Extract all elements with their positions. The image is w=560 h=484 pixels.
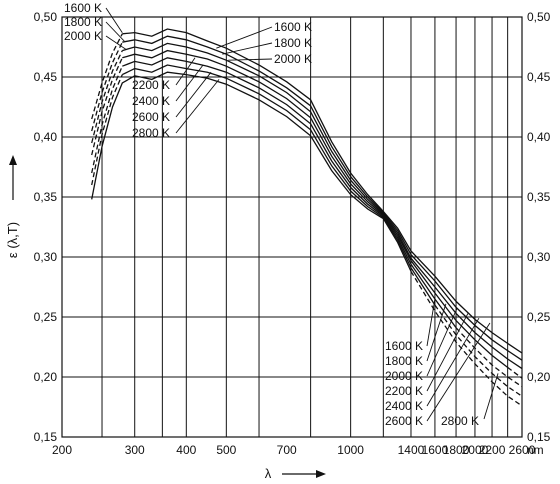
leader-line xyxy=(426,303,447,362)
y-tick-label: 0,20 xyxy=(527,370,551,384)
temperature-label: 2200 K xyxy=(385,384,423,398)
temperature-label: 2000 K xyxy=(274,52,312,66)
x-tick-label: 2200 xyxy=(479,443,506,457)
series-line xyxy=(122,64,436,306)
series-line xyxy=(122,57,457,329)
series-line-dashed xyxy=(91,41,123,132)
temperature-label: 2400 K xyxy=(385,399,423,413)
leader-line xyxy=(426,317,480,407)
y-tick-label: 0,15 xyxy=(34,430,58,444)
series-line-dashed xyxy=(91,50,123,144)
series-line-dashed xyxy=(507,366,523,379)
y-tick-label: 0,40 xyxy=(527,130,551,144)
x-unit-label: nm xyxy=(527,443,544,457)
y-tick-label: 0,20 xyxy=(34,370,58,384)
leader-line xyxy=(426,308,458,377)
temperature-label: 2000 K xyxy=(385,369,423,383)
grid-lines xyxy=(62,16,523,438)
series-line xyxy=(122,28,523,354)
temperature-label: 2200 K xyxy=(132,78,170,92)
x-tick-label: 1800 xyxy=(443,443,470,457)
leader-line xyxy=(105,35,127,50)
temperature-label: 2600 K xyxy=(385,414,423,428)
axis-labels: ε (λ,T) λ xyxy=(5,155,326,481)
leader-line xyxy=(222,42,273,55)
y-tick-label: 0,25 xyxy=(34,310,58,324)
x-tick-label: 200 xyxy=(52,443,72,457)
temperature-label: 1800 K xyxy=(64,15,102,29)
x-tick-label: 300 xyxy=(125,443,145,457)
x-tick-label: 700 xyxy=(277,443,297,457)
temperature-label: 2800 K xyxy=(441,414,479,428)
temperature-label: 2600 K xyxy=(132,110,170,124)
leader-line xyxy=(175,71,212,118)
temperature-label: 1600 K xyxy=(385,339,423,353)
y-tick-label: 0,35 xyxy=(527,190,551,204)
temperature-label: 1800 K xyxy=(385,354,423,368)
x-tick-label: 1400 xyxy=(398,443,425,457)
x-tick-label: 1600 xyxy=(422,443,449,457)
x-tick-label: 400 xyxy=(176,443,196,457)
series-line-dashed xyxy=(455,327,523,388)
series-line xyxy=(122,49,508,368)
leader-line xyxy=(426,313,469,392)
leader-line xyxy=(175,57,196,86)
x-axis-arrow-head xyxy=(316,470,326,478)
leader-line xyxy=(426,298,436,347)
temperature-label: 1600 K xyxy=(64,1,102,15)
y-tick-label: 0,45 xyxy=(34,70,58,84)
x-tick-label: 1000 xyxy=(337,443,364,457)
y-tick-label: 0,50 xyxy=(34,10,58,24)
y-tick-label: 0,30 xyxy=(527,250,551,264)
leader-line xyxy=(105,21,125,42)
series-line xyxy=(122,35,523,361)
leader-line xyxy=(426,322,491,422)
series-line-dashed xyxy=(434,304,523,397)
plot-frame xyxy=(61,16,523,438)
leader-line xyxy=(228,58,273,61)
y-tick-labels-right: 0,15 0,20 0,25 0,30 0,35 0,40 0,45 0,50 xyxy=(527,10,551,444)
series-line-dashed xyxy=(91,57,123,156)
y-axis-arrow-head xyxy=(9,155,17,165)
series-line xyxy=(91,71,412,272)
y-tick-label: 0,25 xyxy=(527,310,551,324)
temperature-label: 2800 K xyxy=(132,126,170,140)
series-line xyxy=(122,42,523,370)
y-tick-label: 0,35 xyxy=(34,190,58,204)
leader-line xyxy=(175,79,220,134)
leader-line xyxy=(105,7,123,34)
y-tick-label: 0,15 xyxy=(527,430,551,444)
temperature-label: 2400 K xyxy=(132,94,170,108)
y-tick-label: 0,50 xyxy=(527,10,551,24)
y-tick-label: 0,45 xyxy=(527,70,551,84)
series-line-dashed xyxy=(91,65,123,174)
x-tick-label: 500 xyxy=(216,443,236,457)
temperature-label: 2000 K xyxy=(64,29,102,43)
x-axis-label: λ xyxy=(265,466,272,481)
series-line-dashed xyxy=(91,74,123,186)
leader-line xyxy=(216,26,273,49)
leader-line xyxy=(483,373,499,420)
label-leader-lines xyxy=(105,7,499,422)
leader-line xyxy=(175,64,204,102)
y-axis-label: ε (λ,T) xyxy=(5,222,20,258)
y-tick-label: 0,30 xyxy=(34,250,58,264)
x-tick-label: 2600 xyxy=(509,443,536,457)
temperature-label: 1600 K xyxy=(274,20,312,34)
y-tick-label: 0,40 xyxy=(34,130,58,144)
temperature-label: 1800 K xyxy=(274,36,312,50)
y-tick-labels-left: 0,15 0,20 0,25 0,30 0,35 0,40 0,45 0,50 xyxy=(34,10,58,444)
series-line-dashed xyxy=(410,271,523,407)
x-tick-label: 2000 xyxy=(462,443,489,457)
